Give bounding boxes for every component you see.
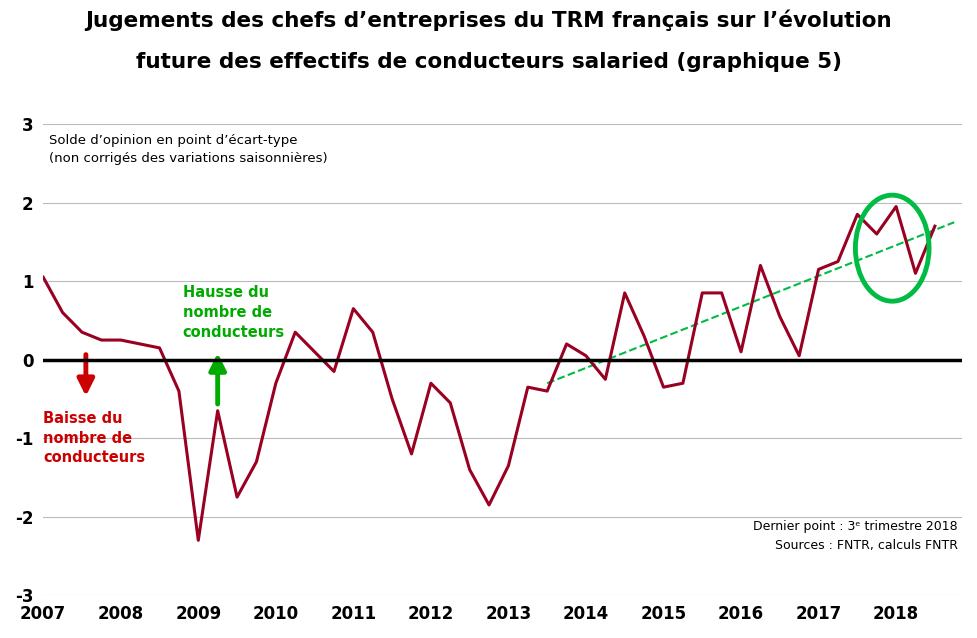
Text: Baisse du
nombre de
conducteurs: Baisse du nombre de conducteurs <box>43 411 146 465</box>
Text: future des effectifs de conducteurs salaried (graphique 5): future des effectifs de conducteurs sala… <box>136 52 841 72</box>
Text: Hausse du
nombre de
conducteurs: Hausse du nombre de conducteurs <box>183 285 285 340</box>
Text: Dernier point : 3ᵉ trimestre 2018
Sources : FNTR, calculs FNTR: Dernier point : 3ᵉ trimestre 2018 Source… <box>753 520 958 552</box>
Text: Jugements des chefs d’entreprises du TRM français sur l’évolution: Jugements des chefs d’entreprises du TRM… <box>85 10 892 31</box>
Text: Solde d’opinion en point d’écart-type
(non corrigés des variations saisonnières): Solde d’opinion en point d’écart-type (n… <box>50 133 328 165</box>
